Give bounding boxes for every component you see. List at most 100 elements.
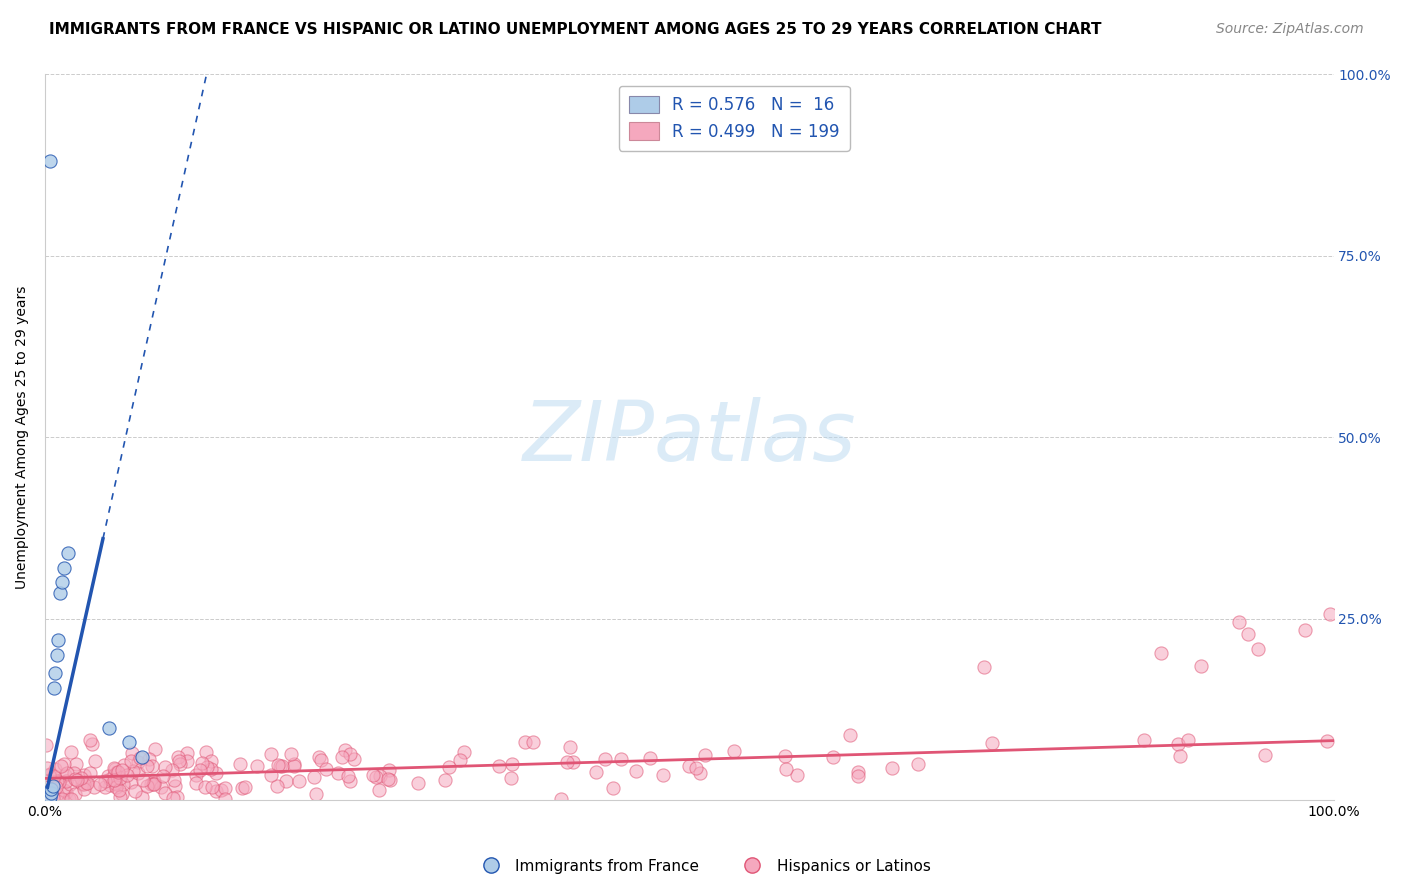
Point [610, 752, 633, 766]
Point [1253, 748, 1275, 763]
Point [103, 761, 125, 775]
Point [55, 773, 77, 788]
Point [56, 766, 79, 780]
Point [76, 776, 98, 790]
Point [124, 784, 146, 798]
Point [550, 792, 572, 806]
Point [131, 749, 153, 764]
Point [585, 764, 607, 779]
Point [513, 734, 536, 748]
Point [195, 745, 218, 759]
Point [342, 752, 364, 766]
Point [377, 772, 399, 786]
Point [336, 769, 359, 783]
Point [266, 758, 288, 772]
Point [112, 777, 135, 791]
Point [108, 783, 131, 797]
Point [52, 757, 75, 772]
Point [135, 779, 157, 793]
Point [152, 768, 174, 782]
Point [65, 756, 87, 771]
Point [330, 749, 353, 764]
Point [53, 782, 76, 797]
Point [51, 792, 73, 806]
Point [1237, 626, 1260, 640]
Point [37, 788, 59, 802]
Point [305, 788, 328, 802]
Legend: R = 0.576   N =  16, R = 0.499   N = 199: R = 0.576 N = 16, R = 0.499 N = 199 [619, 86, 849, 151]
Point [60, 792, 83, 806]
Point [103, 773, 125, 788]
Point [142, 777, 165, 791]
Point [73, 777, 96, 791]
Text: ZIPatlas: ZIPatlas [523, 397, 856, 477]
Y-axis label: Unemployment Among Ages 25 to 29 years: Unemployment Among Ages 25 to 29 years [15, 285, 30, 589]
Point [97, 769, 120, 783]
Point [200, 754, 222, 768]
Point [45, 648, 67, 662]
Point [42, 681, 65, 695]
Point [169, 754, 191, 768]
Point [169, 757, 191, 772]
Point [45, 787, 67, 801]
Point [83, 780, 105, 794]
Point [73, 782, 96, 797]
Point [105, 765, 128, 780]
Point [141, 758, 163, 772]
Point [143, 773, 166, 788]
Point [302, 770, 325, 784]
Point [143, 776, 166, 790]
Point [51, 575, 73, 590]
Point [53, 561, 76, 575]
Point [1294, 623, 1316, 637]
Point [1315, 733, 1337, 747]
Point [1227, 615, 1250, 629]
Point [60, 745, 83, 759]
Point [166, 749, 188, 764]
Point [260, 747, 283, 762]
Point [315, 762, 337, 776]
Point [288, 774, 311, 789]
Point [73, 767, 96, 781]
Point [142, 776, 165, 790]
Point [108, 771, 131, 785]
Point [339, 773, 361, 788]
Point [104, 773, 127, 788]
Point [786, 768, 808, 782]
Point [58, 792, 80, 806]
Point [75, 776, 97, 790]
Point [103, 767, 125, 781]
Point [98, 778, 121, 792]
Point [63, 765, 86, 780]
Point [135, 759, 157, 773]
Point [184, 776, 207, 790]
Point [214, 781, 236, 796]
Point [108, 790, 131, 805]
Legend: Immigrants from France, Hispanics or Latinos: Immigrants from France, Hispanics or Lat… [470, 853, 936, 880]
Point [188, 763, 211, 777]
Point [880, 761, 903, 775]
Point [39, 767, 62, 781]
Point [59, 777, 82, 791]
Point [846, 764, 869, 779]
Point [191, 756, 214, 770]
Point [127, 755, 149, 769]
Point [283, 757, 305, 772]
Point [111, 764, 134, 778]
Point [488, 759, 510, 773]
Point [184, 768, 207, 782]
Point [128, 766, 150, 780]
Point [378, 773, 401, 788]
Point [82, 737, 104, 751]
Point [246, 759, 269, 773]
Point [44, 666, 66, 681]
Point [53, 768, 76, 782]
Point [104, 775, 127, 789]
Point [194, 780, 217, 795]
Point [38, 768, 60, 782]
Point [1177, 732, 1199, 747]
Point [638, 751, 661, 765]
Point [44, 768, 66, 782]
Point [269, 759, 291, 773]
Point [195, 760, 218, 774]
